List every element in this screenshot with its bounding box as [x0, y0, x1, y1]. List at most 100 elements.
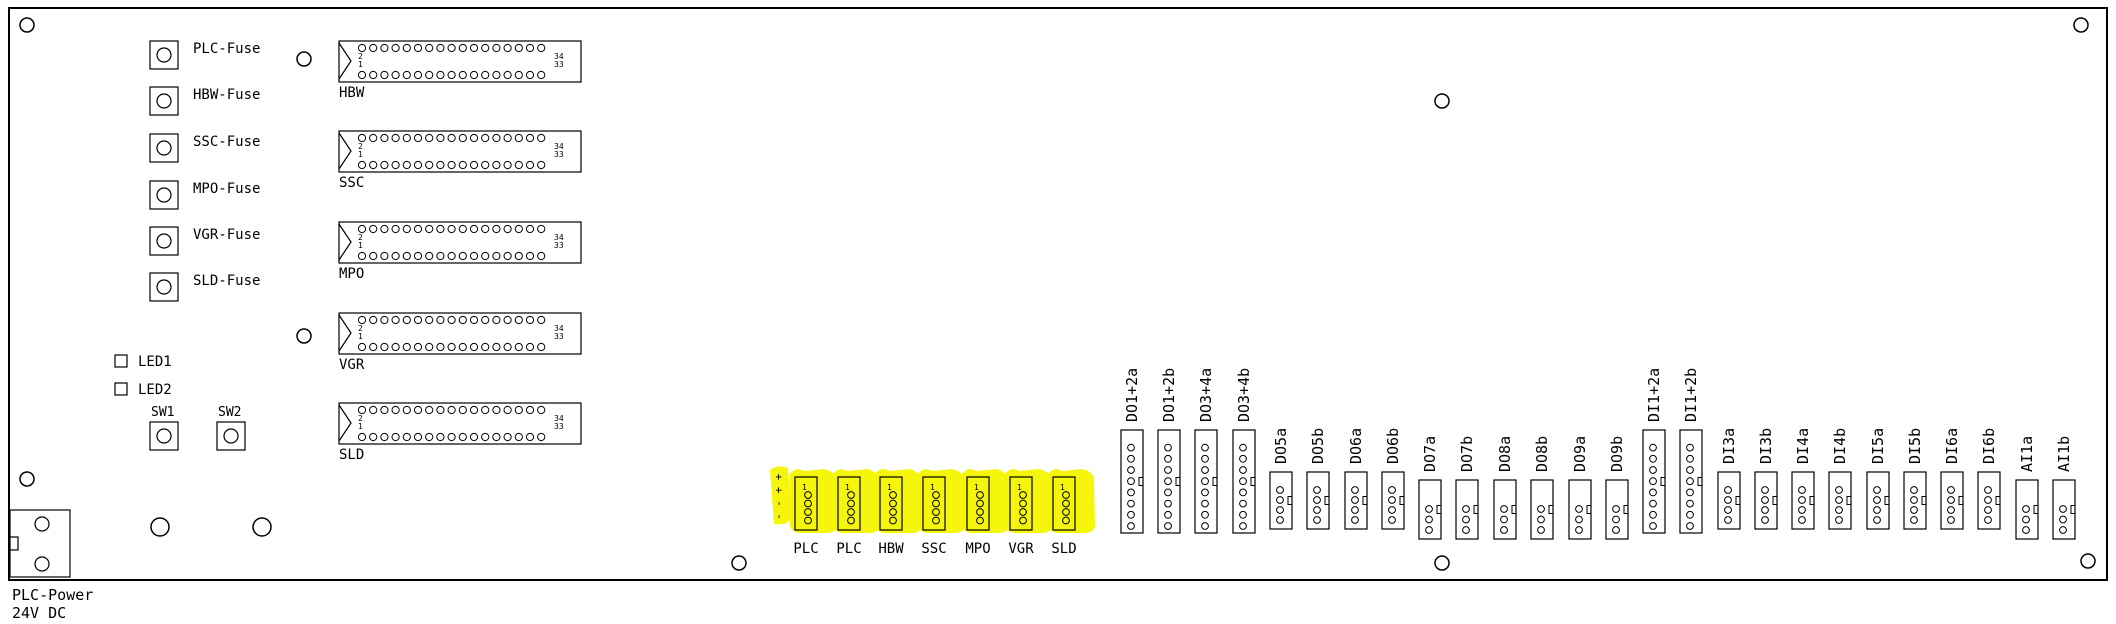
- pin-pad: [514, 405, 523, 415]
- pin-pad: [1575, 526, 1583, 534]
- led1-pad: [114, 354, 128, 368]
- pin-pad: [447, 70, 456, 80]
- pin-pad: [1351, 486, 1359, 494]
- pin-number: 1: [358, 332, 363, 341]
- highlight-mark: [789, 469, 837, 533]
- pin-pad: [1239, 488, 1247, 497]
- pin-pad: [1351, 506, 1359, 514]
- pin-pad: [976, 491, 984, 499]
- pin-pad: [2059, 515, 2067, 524]
- pin-number: 2: [358, 52, 363, 61]
- pin-pad: [402, 315, 411, 325]
- sw2-button[interactable]: [216, 421, 246, 451]
- pin-pad: [1019, 516, 1027, 525]
- pin-number: 1: [358, 60, 363, 69]
- pin-pad: [889, 491, 897, 499]
- pin-pad: [1201, 454, 1209, 463]
- power-connector-2: 1 HBW: [874, 469, 922, 557]
- io-connector-do9a: DO9a: [1568, 436, 1592, 540]
- pin-pad: [357, 160, 367, 170]
- connector-housing: [922, 476, 946, 531]
- io-connector-di6b: DI6b: [1977, 428, 2001, 530]
- pin-pad: [1761, 506, 1769, 514]
- pin1-label: 1: [845, 483, 850, 492]
- ribbon-label: MPO: [339, 266, 364, 282]
- pin-pad: [525, 405, 535, 415]
- pin-pad: [1019, 508, 1027, 516]
- pin-pad: [1649, 454, 1657, 463]
- latch-tab: [2070, 505, 2076, 514]
- pin-pad: [1835, 506, 1843, 514]
- pin-pad: [402, 432, 411, 442]
- pin-pad: [413, 315, 423, 325]
- pin-pad: [2022, 526, 2030, 534]
- ribbon-header-column: 213433HBW213433SSC213433MPO213433VGR2134…: [338, 40, 582, 463]
- pin-pad: [1612, 505, 1620, 513]
- pin1-label: 1: [974, 483, 979, 492]
- pin-pad: [537, 224, 546, 234]
- mounting-hole: [2080, 553, 2096, 569]
- pin-pad: [402, 342, 411, 352]
- pin-pad: [1019, 491, 1027, 499]
- pin-pad: [1649, 443, 1657, 452]
- pin-pad: [492, 160, 501, 170]
- pin-pad: [1686, 477, 1694, 486]
- pin-pad: [976, 516, 984, 525]
- pin-pad: [2059, 526, 2067, 534]
- pin-pad: [1425, 526, 1433, 534]
- ribbon-label: HBW: [339, 85, 365, 101]
- pin-pad: [1947, 516, 1955, 524]
- io-connector-di4a: DI4a: [1791, 428, 1815, 530]
- pin-pad: [481, 70, 490, 80]
- fuse-2: SSC-Fuse: [149, 133, 260, 163]
- pin-pad: [1686, 522, 1694, 530]
- pin-pad: [380, 315, 389, 325]
- latch-tab: [1362, 496, 1368, 505]
- pin-pad: [391, 43, 400, 53]
- sw1-button[interactable]: [149, 421, 179, 451]
- pin-pad: [436, 251, 445, 261]
- pin-pad: [537, 251, 546, 261]
- pin-pad: [402, 70, 411, 80]
- pin-pad: [1686, 466, 1694, 474]
- mounting-hole: [731, 555, 747, 571]
- pin-pad: [1201, 522, 1209, 530]
- highlight-mark: [832, 469, 880, 533]
- pin-pad: [1649, 522, 1657, 530]
- io-connector-label: DO9b: [1608, 436, 1626, 472]
- led-group: LED1 LED2: [114, 354, 172, 398]
- pin-pad: [932, 491, 940, 499]
- mounting-holes: [19, 17, 2096, 571]
- pin-number: 1: [358, 150, 363, 159]
- pin-pad: [525, 315, 535, 325]
- pin-pad: [1649, 499, 1657, 508]
- io-connector-label: DI3b: [1757, 428, 1775, 464]
- pin-pad: [847, 499, 855, 508]
- pin-pad: [1537, 505, 1545, 513]
- pin-pad: [369, 160, 378, 170]
- pin-pad: [436, 224, 445, 234]
- mounting-hole: [1434, 93, 1450, 109]
- pin-pad: [537, 70, 546, 80]
- pin-number: 33: [554, 332, 564, 341]
- pin-pad: [1201, 488, 1209, 497]
- pin-pad: [847, 516, 855, 525]
- ribbon-body: [338, 40, 582, 83]
- pin-pad: [391, 432, 400, 442]
- pin-pad: [492, 224, 501, 234]
- latch-tab: [2033, 505, 2039, 514]
- pin-pad: [537, 342, 546, 352]
- pin-pad: [1201, 510, 1209, 519]
- pin-pad: [1798, 516, 1806, 524]
- pin-pad: [1164, 522, 1172, 530]
- ribbon-body: [338, 402, 582, 445]
- pin-number: 33: [554, 422, 564, 431]
- pin-pad: [1462, 515, 1470, 524]
- io-connector-label: DI6b: [1980, 428, 1998, 464]
- pin-pad: [413, 224, 423, 234]
- pin-pad: [932, 508, 940, 516]
- io-connector-di3a: DI3a: [1717, 428, 1741, 530]
- pin1-label: 1: [887, 483, 892, 492]
- pin-pad: [525, 160, 535, 170]
- pin-pad: [1239, 510, 1247, 519]
